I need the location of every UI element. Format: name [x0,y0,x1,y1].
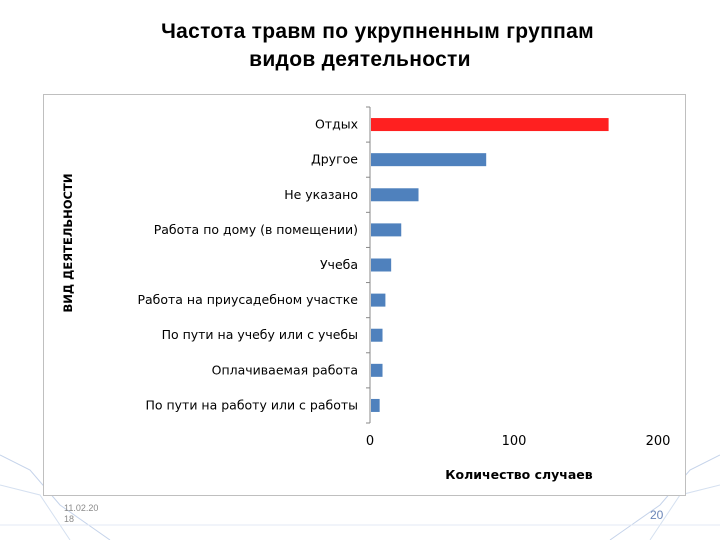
category-label: Другое [311,152,358,167]
slide-title: Частота травм по укрупненным группам вид… [0,18,720,74]
date-text: 11.02.20 18 [64,503,99,524]
x-axis-title: Количество случаев [445,467,592,482]
category-label: По пути на учебу или с учебы [162,327,358,342]
title-line-2: видов деятельности [249,48,471,71]
y-axis-title: ВИД ДЕЯТЕЛЬНОСТИ [61,174,75,313]
category-label: По пути на работу или с работы [145,397,358,412]
category-label: Работа по дому (в помещении) [154,222,358,237]
bar [371,363,383,377]
category-label: Работа на приусадебном участке [137,292,358,307]
bar [371,258,392,272]
x-tick-label: 100 [502,434,527,449]
footer-date: 11.02.20 18 [64,503,98,525]
page-number: 20 [650,508,664,522]
bar [371,118,609,132]
bar [371,223,402,237]
bar [371,328,383,342]
bar [371,398,380,412]
bar [371,188,419,202]
category-label: Отдых [315,117,358,132]
bar-chart: Отдых Другое Не указано Работа по дому (в п… [61,106,671,482]
bar [371,153,487,167]
title-line-1: Частота травм по укрупненным группам [161,20,594,43]
x-tick-label: 0 [366,434,374,449]
chart-frame: Отдых Другое Не указано Работа по дому (в п… [43,94,686,496]
category-label: Учеба [320,257,358,272]
bar [371,293,386,307]
category-label: Оплачиваемая работа [212,362,358,377]
x-tick-label: 200 [646,434,671,449]
category-label: Не указано [284,187,358,202]
